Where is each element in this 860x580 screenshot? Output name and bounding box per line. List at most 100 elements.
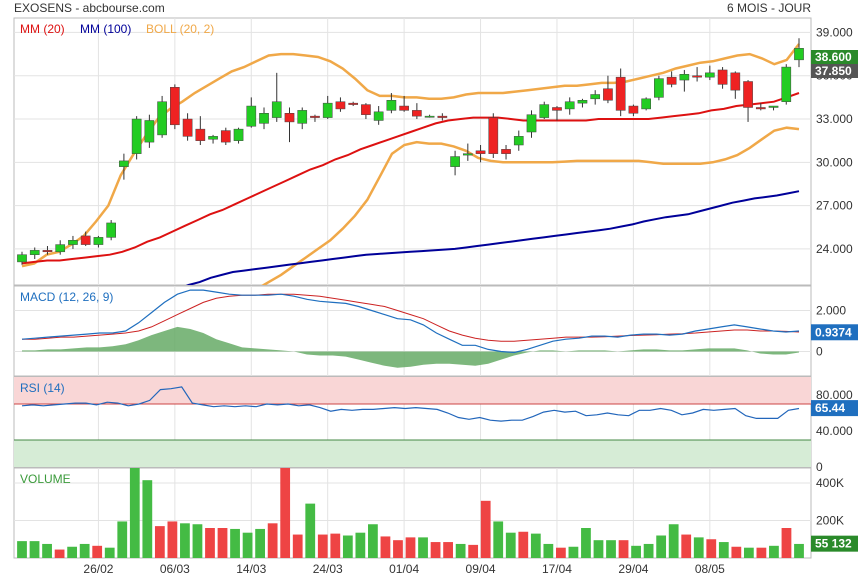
volume-last-badge (811, 535, 858, 552)
period-label: 6 MOIS - JOUR (727, 1, 811, 15)
candle-down (730, 72, 741, 91)
candle-down (80, 235, 91, 245)
rsi-oversold-zone (14, 440, 811, 467)
candle-down (603, 88, 613, 101)
volume-bar-down (92, 545, 103, 558)
last-close-label: 37.850 (815, 64, 852, 78)
volume-label: VOLUME (20, 472, 71, 486)
y-tick-label: 0 (816, 460, 823, 474)
volume-bar-down (292, 534, 303, 558)
rsi-label: RSI (14) (20, 381, 65, 395)
volume-bar-down (380, 536, 391, 558)
volume-bar-up (769, 545, 779, 558)
volume-bar-up (455, 543, 466, 558)
volume-bar-down (393, 540, 403, 558)
volume-bar-down (317, 534, 328, 558)
volume-bar-up (743, 547, 754, 558)
volume-bar-up (342, 535, 353, 558)
x-tick-label: 17/04 (542, 562, 572, 576)
volume-bar-up (418, 537, 428, 558)
candle-down (692, 75, 702, 78)
volume-bar-up (117, 521, 128, 558)
candle-up (68, 240, 78, 245)
volume-bar-down (518, 531, 529, 558)
volume-bar-down (430, 542, 441, 558)
last-high-badge (811, 50, 858, 64)
candle-down (437, 115, 448, 118)
ticker-title: EXOSENS - abcbourse.com (14, 1, 165, 15)
volume-bar-up (255, 528, 266, 558)
candle-up (55, 244, 66, 253)
candle-down (361, 104, 371, 115)
candle-up (705, 72, 715, 78)
volume-bar-up (180, 523, 190, 558)
macd-line (21, 289, 800, 354)
candle-up (462, 153, 473, 156)
y-tick-label: 400K (816, 476, 844, 490)
candle-down (412, 110, 422, 117)
volume-bar-up (631, 545, 641, 558)
candle-up (781, 66, 792, 102)
candle-down (399, 105, 409, 111)
candle-down (284, 113, 295, 123)
volume-bar-up (355, 532, 366, 558)
volume-bar-up (230, 528, 240, 558)
boll-lower-line (261, 126, 800, 285)
volume-bar-up (79, 543, 90, 558)
x-tick-label: 24/03 (313, 562, 343, 576)
rsi-line (21, 386, 800, 422)
volume-last-label: 55 132 (815, 537, 852, 551)
candle-up (386, 100, 397, 111)
macd-last-label: 0.9374 (815, 325, 852, 339)
volume-bar-up (104, 547, 115, 558)
volume-bar-up (29, 541, 40, 558)
volume-bar-down (618, 540, 629, 558)
volume-bar-down (731, 546, 742, 558)
x-tick-label: 08/05 (695, 562, 725, 576)
volume-bar-down (205, 528, 215, 558)
last-high-label: 38.600 (815, 50, 852, 64)
candle-down (170, 87, 180, 126)
volume-bar-down (706, 539, 717, 558)
volume-bar-down (330, 533, 341, 558)
volume-bar-down (167, 521, 178, 558)
candle-up (233, 128, 244, 141)
candle-up (539, 104, 550, 118)
candle-down (717, 69, 728, 85)
x-tick-label: 06/03 (160, 562, 190, 576)
axis-labels: 26/02 06/03 14/03 24/03 01/04 09/04 17/04 29/04… (83, 25, 858, 576)
candle-up (450, 156, 460, 167)
y-tick-label: 40.000 (816, 424, 853, 438)
volume-bar-up (656, 535, 667, 558)
volume-bar-down (443, 542, 453, 558)
macd-histogram (22, 326, 799, 368)
volume-bar-up (17, 541, 27, 558)
rsi-overbought-zone (14, 377, 811, 404)
candle-up (157, 101, 167, 136)
volume-bar-up (42, 543, 52, 558)
candle-down (755, 107, 766, 110)
volume-bar-down (405, 537, 416, 558)
rsi-last-badge (811, 400, 858, 417)
volume-bar-up (305, 503, 316, 558)
volume-bar-up (368, 524, 378, 558)
candle-up (768, 105, 779, 108)
volume-bar-up (693, 537, 704, 558)
x-tick-label: 26/02 (83, 562, 113, 576)
candle-down (615, 76, 626, 111)
macd-label: MACD (12, 26, 9) (20, 290, 113, 304)
volume-bar-up (718, 542, 729, 558)
volume-bar-up (505, 532, 516, 558)
candle-up (144, 120, 155, 143)
candle-up (322, 102, 333, 118)
candle-up (564, 101, 575, 110)
volume-bar-up (643, 543, 654, 558)
candle-up (577, 100, 588, 104)
y-tick-label: 80.000 (816, 388, 853, 402)
volume-bar-up (668, 524, 679, 558)
candle-down (42, 250, 53, 253)
candle-down (666, 76, 677, 85)
volume-bar-up (192, 524, 203, 558)
volume-bar-up (142, 480, 153, 558)
candle-up (208, 136, 218, 140)
